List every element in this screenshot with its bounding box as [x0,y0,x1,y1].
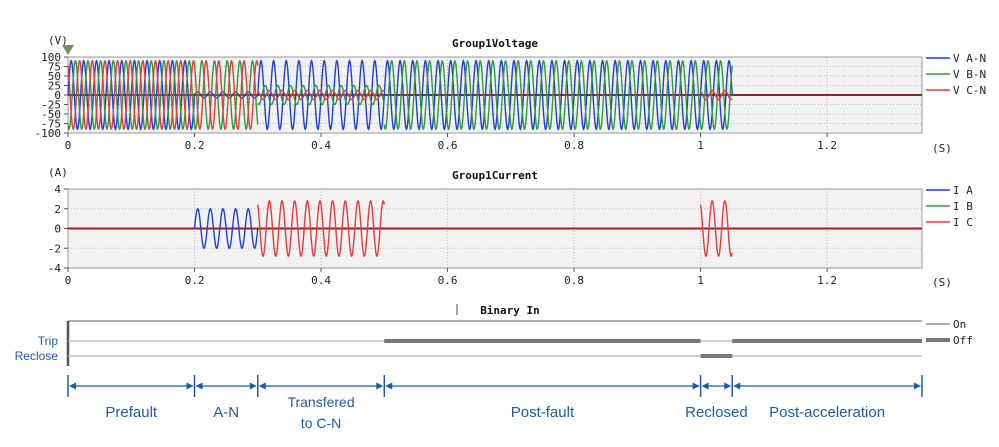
current-traces [193,199,733,258]
y-tick-label: 0 [54,89,61,102]
y-tick-label: 25 [48,80,61,93]
waveform-v-c-n [67,59,259,131]
arrow-left-icon [733,382,741,390]
cursor-marker-icon[interactable] [62,45,74,55]
legend-label: V A-N [953,52,986,65]
x-tick-label: 0.4 [311,274,331,287]
arrow-right-icon [692,382,700,390]
binary-channel-label: Reclose [15,349,59,363]
y-tick-label: 4 [54,183,61,196]
arrow-right-icon [249,382,257,390]
binary-legend-label: Off [953,334,973,347]
y-tick-label: 100 [41,51,61,64]
waveform-v-b-n [383,59,733,131]
x-tick-label: 0.2 [185,139,205,152]
x-tick-label: 0.6 [438,139,458,152]
waveform-i-a [193,207,259,250]
y-tick-label: -50 [41,108,61,121]
y-tick-label: -75 [41,118,61,131]
arrow-right-icon [724,382,732,390]
segment-annotations: Prefault A-N Transfered to C-N Post-fault Rec… [67,375,923,431]
voltage-x-ticks: 0 0.2 0.4 0.6 0.8 1 1.2 [65,133,837,152]
current-title: Group1Current [452,169,538,182]
x-tick-label: 0.8 [564,274,584,287]
waveform-v-c-n [257,89,385,101]
waveform-v-c-n [700,89,733,101]
current-y-unit: (A) [48,166,68,179]
waveform-v-a-n [257,59,733,131]
arrow-left-icon [195,382,203,390]
y-tick-label: 0 [54,223,61,236]
waveform-v-a-n [67,59,196,131]
voltage-title: Group1Voltage [452,37,538,50]
y-tick-label: -2 [48,242,61,255]
segment-label: Prefault [105,404,158,421]
segment-label: Reclosed [685,404,748,421]
waveform-i-c [699,199,733,258]
binary-plot-area [68,321,922,366]
legend-label: I A [953,184,973,197]
binary-legend: On Off [926,318,973,347]
binary-legend-label: On [953,318,966,331]
arrow-left-icon [258,382,266,390]
current-y-ticks: 4 2 0 -2 -4 [48,183,68,275]
x-tick-label: 0.6 [438,274,458,287]
y-tick-label: -4 [48,262,62,275]
segment-label: Post-fault [511,404,575,421]
binary-title: Binary In [480,304,540,317]
arrow-left-icon [385,382,393,390]
x-tick-label: 1 [697,274,704,287]
legend-label: I B [953,200,973,213]
x-tick-label: 0.4 [311,139,331,152]
current-x-ticks: 0 0.2 0.4 0.6 0.8 1 1.2 [65,268,837,287]
arrow-right-icon [914,382,921,390]
x-tick-label: 0.2 [185,274,205,287]
x-tick-label: 0 [65,139,72,152]
voltage-x-unit: (S) [932,142,952,155]
arrow-right-icon [186,382,194,390]
waveform-v-b-n [257,84,385,106]
y-tick-label: 2 [54,203,61,216]
current-x-unit: (S) [932,276,952,289]
voltage-y-unit: (V) [48,34,68,47]
x-tick-label: 1.2 [817,139,837,152]
x-tick-label: 0.8 [564,139,584,152]
y-tick-label: -100 [35,127,62,140]
arrow-right-icon [376,382,384,390]
x-tick-label: 1.2 [817,274,837,287]
binary-traces [68,339,922,358]
waveform-i-c [257,199,385,258]
legend-label: V C-N [953,84,986,97]
legend-label: V B-N [953,68,986,81]
voltage-legend: V A-N V B-N V C-N [926,52,986,97]
x-tick-label: 0 [65,274,72,287]
y-tick-label: 50 [48,70,61,83]
arrow-left-icon [701,382,709,390]
x-tick-label: 1 [697,139,704,152]
y-tick-label: 75 [48,61,61,74]
legend-label: I C [953,216,973,229]
y-tick-label: -25 [41,99,61,112]
segment-label-line2: to C-N [301,415,341,431]
voltage-traces [67,59,733,131]
current-panel: 4 2 0 -2 -4 0 0.2 0.4 0.6 0.8 1 1.2 (A) Group1Curr… [48,166,973,289]
waveform-v-b-n [67,59,259,131]
current-legend: I A I B I C [926,184,973,229]
segment-label: Post-acceleration [769,404,885,421]
arrow-left-icon [69,382,76,390]
segment-label: A-N [213,404,239,421]
segment-label: Transfered [287,394,354,410]
binary-channel-label: Trip [38,334,59,348]
